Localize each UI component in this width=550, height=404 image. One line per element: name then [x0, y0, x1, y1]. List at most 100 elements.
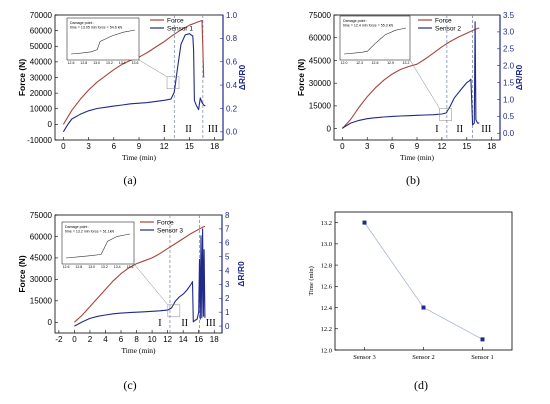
- inset-x-tick-label: 12.6: [68, 61, 75, 65]
- zoom-connector: [133, 263, 169, 305]
- y-left-tick-label: 0: [48, 120, 53, 129]
- y-right-tick-label: 5: [225, 252, 230, 261]
- inset-series-line: [343, 27, 407, 55]
- legend-label: Sensor 3: [157, 227, 183, 234]
- data-point: [421, 305, 426, 310]
- region-label: I: [158, 318, 161, 329]
- legend-label: Sensor 1: [167, 25, 193, 32]
- x-tick-label: 15: [462, 142, 471, 151]
- x-tick-label: Sensor 3: [353, 354, 376, 361]
- inset-frame: [339, 15, 411, 61]
- y-right-tick-label: 0.0: [503, 129, 515, 138]
- x-axis-label: Time (min): [121, 346, 156, 355]
- y-right-tick-label: 0.8: [226, 34, 238, 43]
- inset-x-tick-label: 13.2: [403, 61, 410, 65]
- x-tick-label: 12: [163, 335, 172, 344]
- x-tick-label: 12: [437, 142, 446, 151]
- panel-caption: (b): [406, 173, 420, 187]
- inset-x-tick-label: 13.4: [114, 265, 121, 269]
- data-point: [480, 337, 485, 342]
- series-line-sensor: [74, 228, 206, 327]
- x-tick-label: 3: [365, 142, 370, 151]
- inset-x-tick-label: 12.6: [372, 61, 379, 65]
- y-left-axis-label: Force (N): [17, 255, 27, 292]
- x-tick-label: Sensor 2: [412, 354, 435, 361]
- y-left-tick-label: 70000: [30, 11, 53, 20]
- region-label: I: [163, 124, 166, 135]
- y-tick-label: 12.6: [321, 284, 333, 291]
- panel-c: -2 0 2 4 6 8 10 12 14 16 1801500030000450006000075…: [17, 211, 246, 392]
- y-right-axis-label: ΔR/R0: [236, 261, 246, 287]
- y-right-tick-label: 0.5: [503, 112, 515, 121]
- y-right-tick-label: 6: [225, 239, 230, 248]
- x-tick-label: Sensor 1: [471, 354, 494, 361]
- y-left-tick-label: -10000: [27, 136, 52, 145]
- y-tick-label: 12.4: [321, 305, 333, 312]
- y-left-tick-label: 45000: [30, 254, 53, 263]
- inset-x-tick-label: 13.0: [93, 61, 100, 65]
- inset-x-tick-label: 12.8: [80, 61, 87, 65]
- x-tick-label: 6: [390, 142, 395, 151]
- y-left-tick-label: 60000: [309, 34, 332, 43]
- y-left-tick-label: 40000: [30, 58, 53, 67]
- series-line: [364, 222, 483, 340]
- x-tick-label: 2: [88, 335, 93, 344]
- y-tick-label: 13.0: [321, 241, 332, 248]
- plot-frame: [334, 211, 513, 351]
- region-label: III: [206, 318, 216, 329]
- y-right-tick-label: 2: [225, 294, 230, 303]
- inset-annotation-title: Damage point :: [65, 225, 89, 229]
- panel-caption: (a): [123, 173, 136, 187]
- region-label: II: [185, 124, 192, 135]
- inset-annotation-text: time = 12.4 min force = 55.3 kN: [343, 24, 394, 28]
- x-tick-label: 18: [210, 142, 219, 151]
- y-right-tick-label: 1.0: [226, 11, 238, 20]
- zoom-box: [439, 108, 452, 121]
- y-tick-label: 12.8: [321, 262, 332, 269]
- x-tick-label: 0: [72, 335, 77, 344]
- region-label: III: [481, 124, 491, 135]
- panel-caption: (d): [414, 378, 428, 392]
- inset-annotation-title: Damage point :: [343, 19, 367, 23]
- y-left-tick-label: 45000: [309, 56, 332, 65]
- x-axis-label: Time (min): [122, 153, 157, 162]
- inset-x-tick-label: 12.6: [63, 265, 70, 269]
- region-label: II: [181, 318, 188, 329]
- y-right-tick-label: 2.5: [503, 45, 515, 54]
- y-left-tick-label: 75000: [309, 11, 332, 20]
- y-right-tick-label: 1.5: [503, 78, 515, 87]
- x-tick-label: 3: [86, 142, 91, 151]
- zoom-connector: [138, 59, 168, 77]
- inset-annotation-title: Damage point :: [70, 21, 94, 25]
- x-axis-label: Time (min): [400, 153, 435, 162]
- y-tick-label: 12.0: [321, 347, 332, 354]
- x-tick-label: 9: [137, 142, 142, 151]
- inset-series-line: [70, 29, 136, 55]
- inset-annotation-text: time = 13.05 min force = 54.6 kN: [70, 26, 123, 30]
- series-line-force: [341, 27, 480, 129]
- y-right-tick-label: 0.2: [226, 104, 238, 113]
- y-left-tick-label: 30000: [309, 79, 332, 88]
- panel-caption: (c): [123, 378, 136, 392]
- inset-x-tick-label: 13.0: [88, 265, 95, 269]
- y-right-tick-label: 1: [225, 308, 230, 317]
- inset-x-tick-label: 12.9: [387, 61, 394, 65]
- y-left-tick-label: 10000: [30, 105, 53, 114]
- y-right-axis-label: ΔR/R0: [514, 64, 524, 90]
- y-left-tick-label: 0: [327, 124, 332, 133]
- inset-x-tick-label: 13.2: [101, 265, 108, 269]
- region-label: II: [456, 124, 463, 135]
- series-line-force: [74, 225, 206, 323]
- inset-x-tick-label: 13.6: [127, 265, 134, 269]
- y-right-tick-label: 2.0: [503, 61, 515, 70]
- x-tick-label: 18: [210, 335, 219, 344]
- y-right-tick-label: 1.0: [503, 95, 515, 104]
- x-tick-label: -2: [55, 335, 63, 344]
- x-tick-label: 14: [179, 335, 188, 344]
- x-tick-label: 0: [61, 142, 66, 151]
